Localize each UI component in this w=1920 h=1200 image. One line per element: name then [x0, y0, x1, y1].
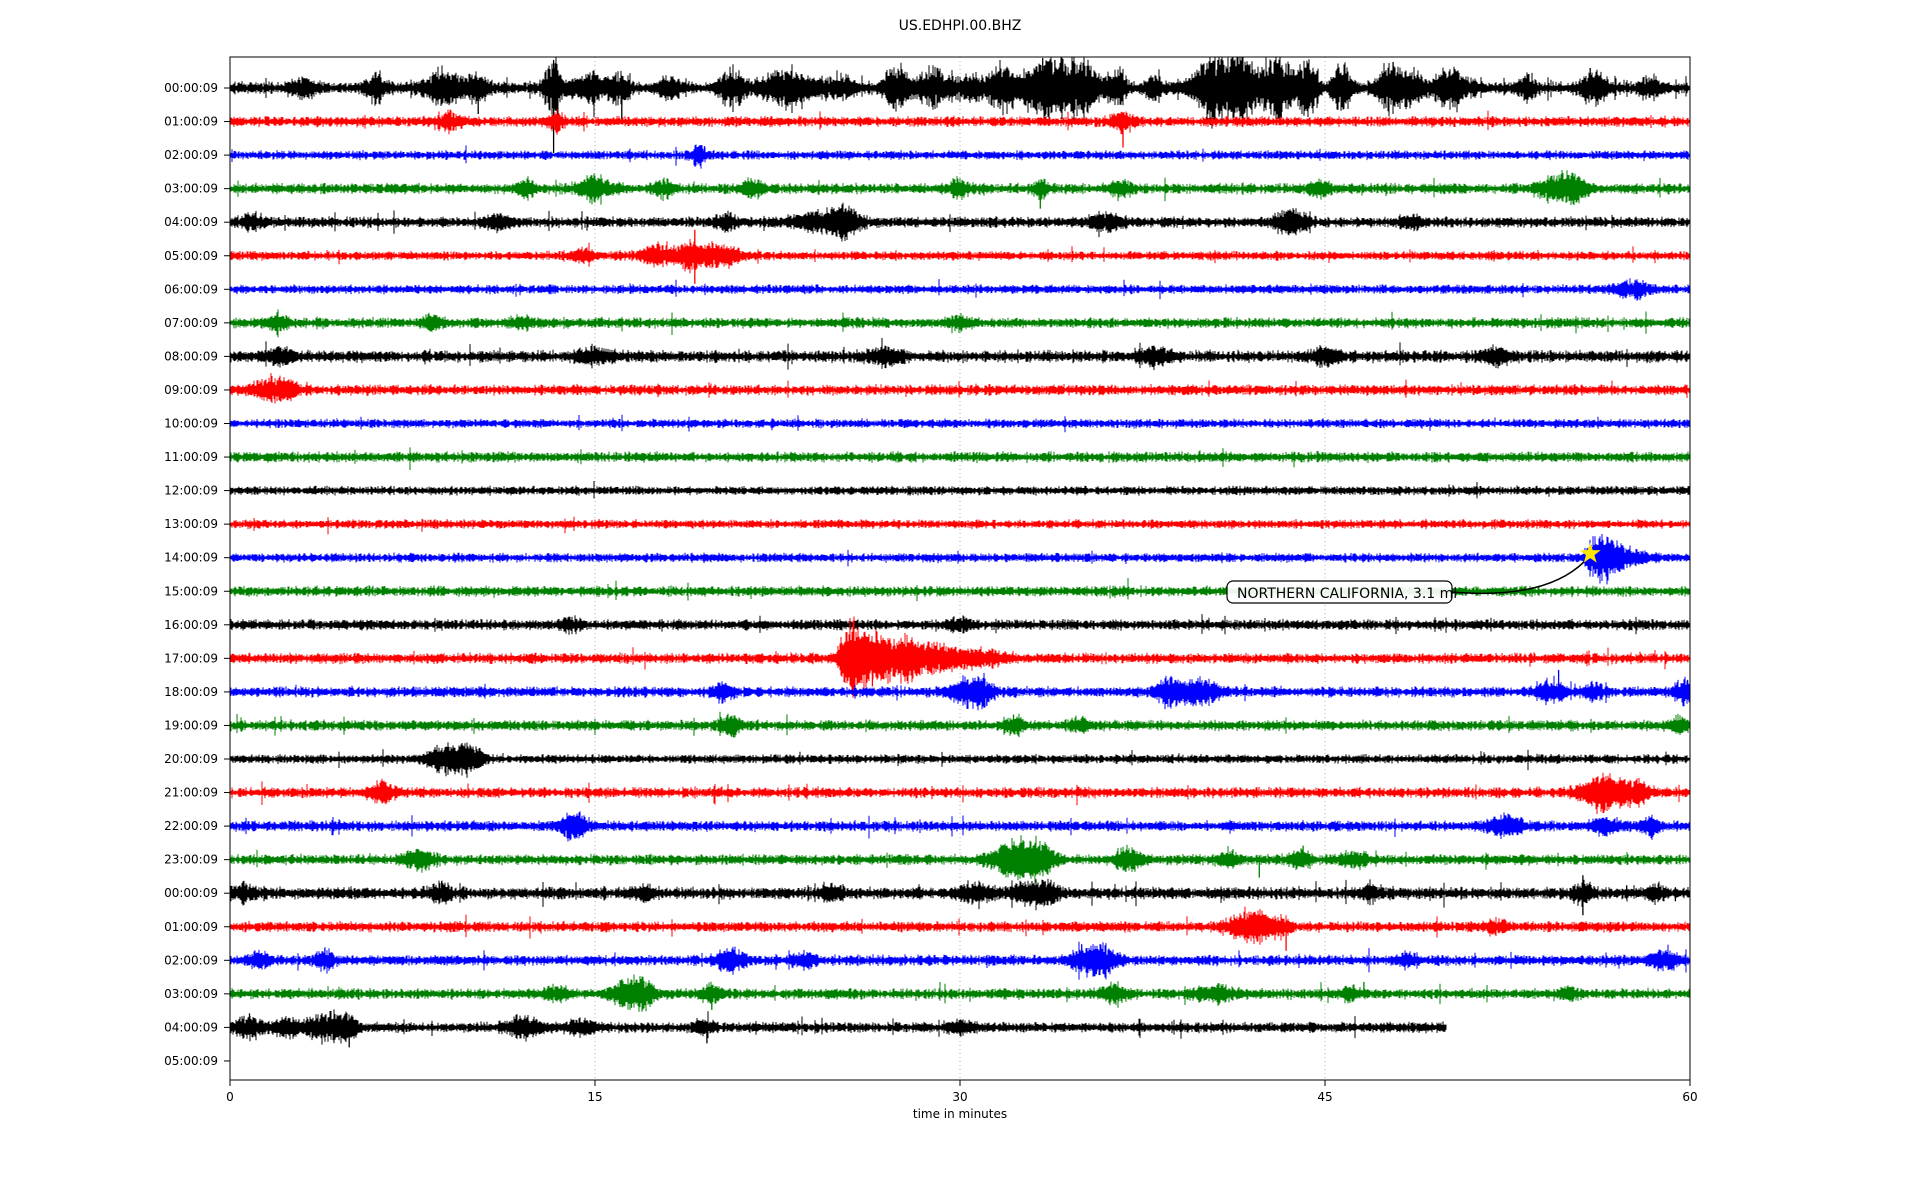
y-tick-label: 02:00:09: [164, 953, 218, 967]
trace-spikes-row-18: [986, 669, 1689, 706]
trace-row-18: [230, 672, 1690, 711]
y-tick-label: 16:00:09: [164, 618, 218, 632]
trace-row-8: [230, 338, 1690, 371]
grid-lines: [594, 57, 1326, 1080]
trace-spikes-row-24: [441, 875, 1677, 916]
y-tick-label: 05:00:09: [164, 1054, 218, 1068]
trace-row-21: [230, 772, 1690, 815]
trace-row-5: [230, 239, 1690, 274]
trace-spikes-row-25: [1246, 916, 1287, 951]
y-tick-label: 22:00:09: [164, 819, 218, 833]
trace-row-3: [230, 170, 1690, 206]
trace-row-12: [230, 481, 1690, 499]
trace-spikes-row-28: [248, 1013, 708, 1048]
trace-spikes-row-26: [324, 944, 1110, 975]
annotation-box: [1226, 580, 1453, 604]
trace-row-20: [230, 742, 1690, 778]
y-tick-label: 20:00:09: [164, 752, 218, 766]
trace-row-7: [230, 309, 1690, 338]
y-tick-label: 04:00:09: [164, 1020, 218, 1034]
trace-row-10: [230, 414, 1690, 433]
trace-spikes-row-23: [1032, 845, 1304, 878]
y-tick-label: 07:00:09: [164, 316, 218, 330]
trace-row-1: [230, 109, 1690, 135]
annotation-connector-line: [1451, 561, 1585, 595]
trace-row-27: [230, 974, 1690, 1012]
trace-row-17: [230, 616, 1690, 698]
y-tick-label: 23:00:09: [164, 853, 218, 867]
trace-row-28: [230, 1009, 1447, 1045]
trace-row-11: [230, 447, 1690, 470]
y-tick-label: 06:00:09: [164, 282, 218, 296]
event-marker-star-icon: [1579, 542, 1601, 563]
trace-row-4: [230, 202, 1690, 242]
x-axis-ticks: 0 15 30 45 60: [226, 1080, 1698, 1104]
trace-spikes-row-19: [733, 714, 1015, 738]
y-tick-label: 13:00:09: [164, 517, 218, 531]
trace-spikes-row-21: [1601, 780, 1608, 809]
y-tick-label: 11:00:09: [164, 450, 218, 464]
trace-row-24: [230, 878, 1690, 911]
trace-spikes-row-2: [696, 146, 706, 159]
x-axis-label: time in minutes: [913, 1107, 1007, 1121]
y-tick-label: 02:00:09: [164, 148, 218, 162]
y-tick-label: 12:00:09: [164, 484, 218, 498]
trace-row-26: [230, 941, 1690, 980]
trace-spikes-row-0: [477, 58, 1591, 153]
y-tick-label: 19:00:09: [164, 718, 218, 732]
annotation-text: NORTHERN CALIFORNIA, 3.1 ml: [1237, 586, 1457, 602]
trace-row-22: [230, 811, 1690, 842]
y-tick-label: 03:00:09: [164, 182, 218, 196]
y-tick-label: 05:00:09: [164, 249, 218, 263]
trace-row-13: [230, 516, 1690, 535]
y-tick-label: 17:00:09: [164, 651, 218, 665]
trace-row-19: [230, 711, 1690, 738]
y-tick-label: 04:00:09: [164, 215, 218, 229]
y-axis-ticks: 00:00:09 01:00:09 02:00:09 03:00:09 04:00:09…: [164, 81, 230, 1068]
trace-row-25: [230, 906, 1690, 945]
y-tick-label: 00:00:09: [164, 81, 218, 95]
y-tick-label: 01:00:09: [164, 920, 218, 934]
trace-row-23: [230, 835, 1690, 883]
x-tick-label: 30: [952, 1090, 967, 1104]
trace-row-6: [230, 278, 1690, 301]
chart-title: US.EDHPI.00.BHZ: [899, 18, 1022, 34]
trace-spikes-row-27: [630, 981, 1365, 1010]
y-tick-label: 10:00:09: [164, 417, 218, 431]
trace-spikes-row-17: [852, 636, 910, 693]
y-tick-label: 08:00:09: [164, 349, 218, 363]
trace-layer: [230, 57, 1690, 1048]
y-tick-label: 00:00:09: [164, 886, 218, 900]
trace-spikes-row-22: [574, 820, 1606, 837]
y-tick-label: 15:00:09: [164, 584, 218, 598]
y-tick-label: 18:00:09: [164, 685, 218, 699]
y-tick-label: 21:00:09: [164, 786, 218, 800]
event-annotation-group: NORTHERN CALIFORNIA, 3.1 ml: [1226, 542, 1601, 604]
trace-row-16: [230, 614, 1690, 635]
trace-row-9: [230, 373, 1690, 404]
y-tick-label: 03:00:09: [164, 987, 218, 1001]
x-tick-label: 45: [1317, 1090, 1332, 1104]
trace-row-2: [230, 144, 1690, 169]
x-tick-label: 0: [226, 1090, 234, 1104]
y-tick-label: 01:00:09: [164, 115, 218, 129]
x-tick-label: 15: [587, 1090, 602, 1104]
x-tick-label: 60: [1682, 1090, 1697, 1104]
y-tick-label: 14:00:09: [164, 551, 218, 565]
y-tick-label: 09:00:09: [164, 383, 218, 397]
trace-row-14: [230, 534, 1690, 585]
